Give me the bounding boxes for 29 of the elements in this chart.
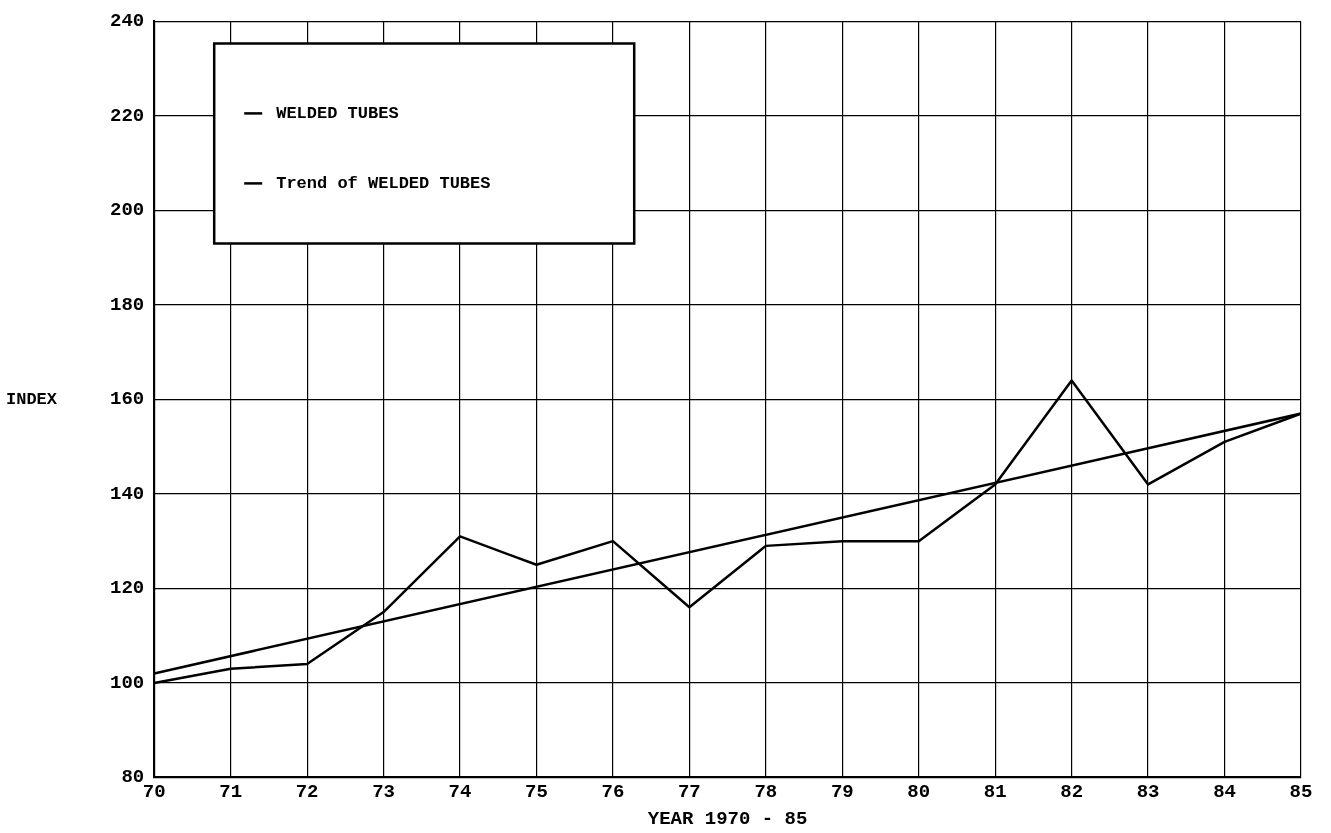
y-tick-label: 80 bbox=[121, 766, 145, 789]
y-tick-label: 200 bbox=[109, 199, 145, 222]
y-tick-label: 160 bbox=[109, 388, 145, 411]
legend-label: Trend of WELDED TUBES bbox=[276, 173, 491, 193]
x-tick-label: 79 bbox=[830, 780, 854, 803]
x-tick-label: 72 bbox=[295, 780, 319, 803]
y-tick-label: 180 bbox=[109, 293, 145, 316]
y-axis-title: INDEX bbox=[6, 389, 58, 409]
legend-label: WELDED TUBES bbox=[276, 103, 399, 123]
x-axis-title: YEAR 1970 - 85 bbox=[647, 808, 808, 831]
x-tick-label: 74 bbox=[448, 780, 472, 803]
x-tick-label: 70 bbox=[142, 780, 166, 803]
x-tick-label: 78 bbox=[754, 780, 778, 803]
y-tick-label: 240 bbox=[109, 10, 145, 33]
y-tick-label: 140 bbox=[109, 482, 145, 505]
x-tick-label: 81 bbox=[983, 780, 1007, 803]
x-tick-label: 85 bbox=[1289, 780, 1313, 803]
x-tick-label: 84 bbox=[1213, 780, 1236, 803]
y-tick-label: 120 bbox=[109, 577, 145, 600]
x-tick-label: 80 bbox=[907, 780, 931, 803]
x-tick-label: 77 bbox=[677, 780, 701, 803]
y-tick-label: 100 bbox=[109, 671, 145, 694]
y-tick-label: 220 bbox=[109, 104, 145, 127]
x-tick-label: 73 bbox=[372, 780, 395, 803]
x-tick-label: 75 bbox=[525, 780, 548, 803]
x-tick-label: 82 bbox=[1060, 780, 1084, 803]
x-tick-label: 76 bbox=[601, 780, 625, 803]
x-tick-label: 83 bbox=[1136, 780, 1160, 803]
x-tick-label: 71 bbox=[219, 780, 243, 803]
